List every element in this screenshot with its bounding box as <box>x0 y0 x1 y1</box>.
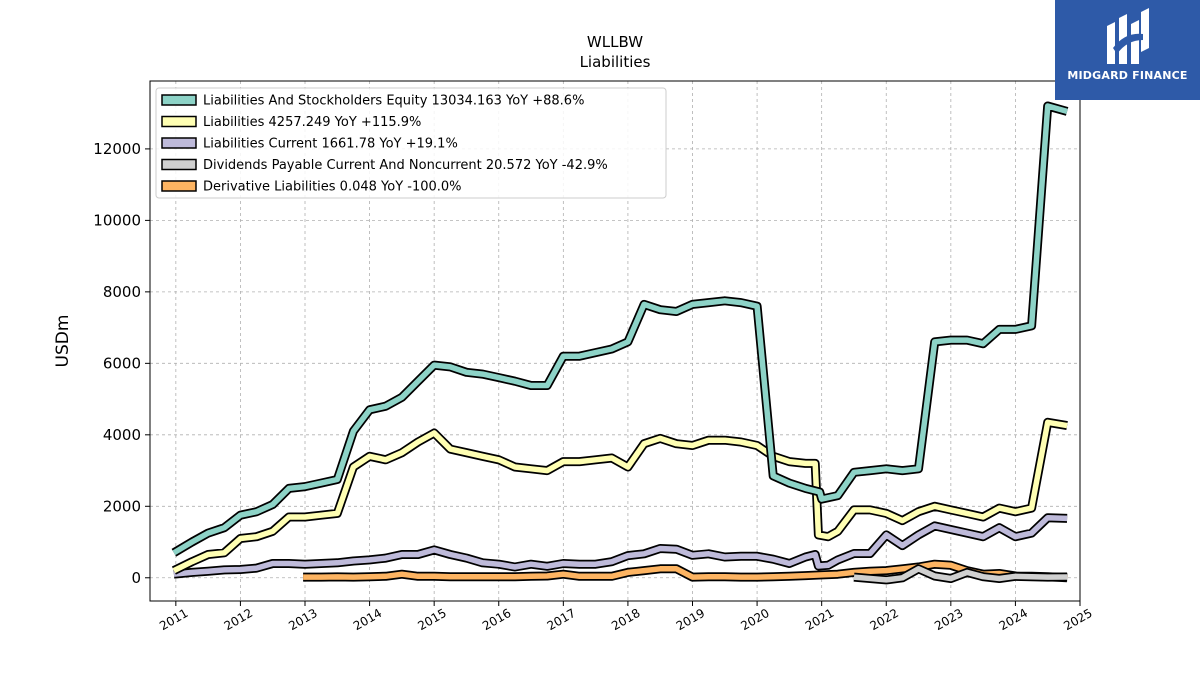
x-tick-label: 2016 <box>480 606 513 633</box>
chart-title: WLLBW <box>587 33 643 51</box>
y-tick-label: 8000 <box>103 283 141 301</box>
legend-entry: Derivative Liabilities 0.048 YoY -100.0% <box>203 180 462 195</box>
series-line-outline <box>171 417 1068 575</box>
legend-swatch <box>161 115 197 128</box>
series-liabilities-current <box>173 513 1068 579</box>
x-tick-label: 2021 <box>803 606 836 633</box>
x-tick-label: 2024 <box>997 606 1030 633</box>
series-line <box>172 419 1068 574</box>
legend: Liabilities And Stockholders Equity 1303… <box>155 87 667 199</box>
series-derivative-liabilities <box>303 559 1068 583</box>
series-line <box>853 566 1068 583</box>
x-tick-label: 2020 <box>738 606 771 633</box>
y-tick-label: 12000 <box>93 140 141 158</box>
x-tick-label: 2025 <box>1061 606 1094 633</box>
y-tick-label: 10000 <box>93 211 141 229</box>
series-liabilities <box>171 417 1068 575</box>
x-tick-label: 2017 <box>545 606 578 633</box>
y-tick-label: 4000 <box>103 426 141 444</box>
series-dividends-payable-current-and-noncurrent <box>853 564 1068 585</box>
x-tick-label: 2014 <box>351 606 384 633</box>
y-axis-label: USDm <box>53 315 73 368</box>
series-layer <box>171 101 1069 585</box>
series-line <box>173 514 1068 577</box>
x-tick-label: 2011 <box>157 606 190 633</box>
legend-entry: Liabilities Current 1661.78 YoY +19.1% <box>203 137 458 152</box>
x-tick-label: 2013 <box>286 606 319 633</box>
plot-frame <box>149 80 1081 602</box>
y-tick-label: 6000 <box>103 354 141 372</box>
x-tick-label: 2015 <box>415 606 448 633</box>
x-tick-label: 2023 <box>932 606 965 633</box>
x-tick-label: 2018 <box>609 606 642 633</box>
y-tick-label: 2000 <box>103 497 141 515</box>
series-line <box>172 103 1068 556</box>
axis-ticks: 0 2000 4000 6000 8000 10000 12000 2011 2012 2013 2… <box>93 140 1094 633</box>
series-line <box>303 561 1068 581</box>
legend-entry: Liabilities And Stockholders Equity 1303… <box>203 94 584 109</box>
series-liabilities-and-stockholders-equity <box>171 101 1069 557</box>
x-tick-label: 2019 <box>674 606 707 633</box>
x-tick-label: 2012 <box>222 606 255 633</box>
x-tick-label: 2022 <box>868 606 901 633</box>
legend-entry: Liabilities 4257.249 YoY +115.9% <box>203 115 421 130</box>
brand-name: MIDGARD FINANCE <box>1067 69 1188 82</box>
y-tick-label: 0 <box>131 569 141 587</box>
brand-logo: MIDGARD FINANCE <box>1055 0 1200 100</box>
legend-swatch <box>161 94 197 106</box>
legend-box <box>155 87 667 199</box>
brand-mark-icon <box>1107 8 1149 64</box>
chart-subtitle: Liabilities <box>580 53 651 71</box>
legend-swatch <box>161 137 197 149</box>
legend-swatch <box>161 180 197 192</box>
legend-entry: Dividends Payable Current And Noncurrent… <box>203 158 608 173</box>
legend-swatch <box>161 158 197 171</box>
